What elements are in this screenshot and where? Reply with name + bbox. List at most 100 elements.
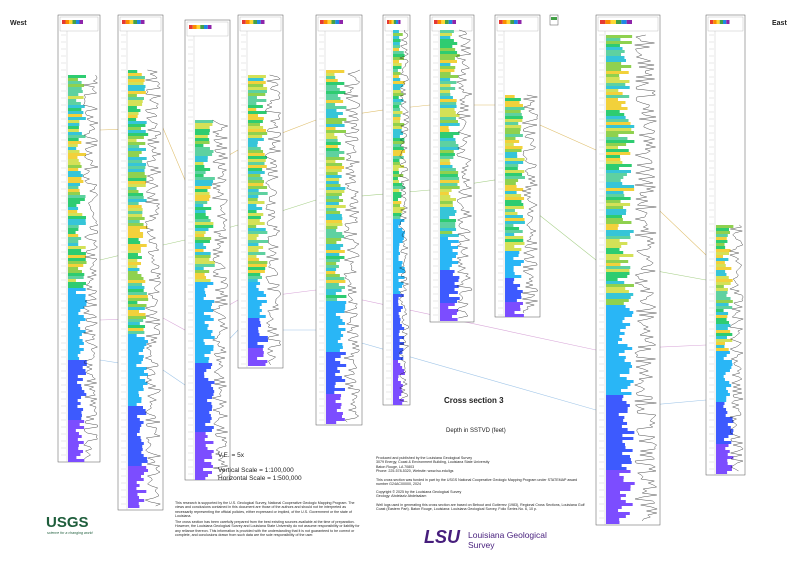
lithology	[68, 294, 86, 297]
lithology	[326, 319, 343, 322]
header-color	[76, 20, 80, 24]
lithology	[68, 87, 82, 90]
lithology	[248, 321, 261, 324]
well-log	[429, 14, 475, 323]
lithology	[128, 124, 146, 127]
lithology	[68, 192, 80, 195]
lithology	[505, 131, 521, 134]
lithology	[393, 201, 402, 204]
lithology	[326, 361, 341, 364]
lithology	[393, 333, 399, 336]
lithology	[68, 228, 79, 231]
lithology	[606, 458, 631, 461]
lithology	[68, 420, 85, 423]
lithology	[505, 206, 524, 209]
lithology	[128, 79, 145, 82]
lithology	[606, 53, 622, 56]
lithology	[505, 155, 518, 158]
lithology	[195, 468, 204, 471]
lithology	[606, 104, 622, 107]
lithology	[393, 219, 405, 222]
lithology	[393, 141, 405, 144]
lithology	[440, 72, 451, 75]
header-color	[445, 20, 449, 24]
lithology	[68, 417, 82, 420]
lithology	[128, 235, 144, 238]
lithology	[248, 219, 260, 222]
header-color	[69, 20, 73, 24]
lithology	[716, 279, 733, 282]
lithology	[68, 453, 81, 456]
lithology	[248, 174, 261, 177]
lithology	[326, 154, 340, 157]
lithology	[128, 376, 140, 379]
lithology	[128, 169, 145, 172]
lithology	[505, 119, 523, 122]
lithology	[68, 354, 78, 357]
lithology	[326, 148, 340, 151]
lithology	[68, 393, 87, 396]
lithology	[195, 402, 212, 405]
lithology	[606, 314, 633, 317]
lithology	[440, 255, 457, 258]
lithology	[68, 171, 81, 174]
lithology	[248, 159, 266, 162]
lithology	[68, 237, 82, 240]
lithology	[716, 366, 732, 369]
lithology	[606, 257, 620, 260]
lithology	[393, 216, 401, 219]
lithology	[195, 153, 213, 156]
lithology	[716, 228, 730, 231]
lithology	[68, 363, 87, 366]
lithology	[505, 101, 520, 104]
lithology	[606, 491, 621, 494]
lithology	[68, 330, 86, 333]
lithology	[606, 413, 619, 416]
lithology	[393, 273, 399, 276]
header-color	[320, 20, 324, 24]
lithology	[393, 186, 405, 189]
lithology	[505, 260, 524, 263]
lithology	[606, 317, 625, 320]
lithology	[505, 296, 522, 299]
header-color	[339, 20, 343, 24]
lithology	[326, 175, 342, 178]
lithology	[248, 216, 261, 219]
lithology	[195, 360, 209, 363]
lithology	[393, 285, 403, 288]
lithology	[128, 487, 137, 490]
lithology	[606, 170, 632, 173]
lithology	[195, 285, 208, 288]
copyright-line: Copyright © 2025 by the Louisiana Geolog…	[376, 490, 462, 494]
header-color	[713, 20, 717, 24]
lithology	[606, 386, 628, 389]
lithology	[195, 453, 212, 456]
header-color	[389, 20, 392, 24]
lithology	[195, 252, 211, 255]
east-label: East	[772, 20, 787, 27]
lithology	[128, 346, 145, 349]
lithology	[393, 69, 398, 72]
lithology	[505, 116, 523, 119]
lithology	[716, 294, 727, 297]
lithology	[326, 82, 345, 85]
lithology	[393, 294, 404, 297]
lithology	[128, 466, 147, 469]
lithology	[326, 379, 346, 382]
lithology	[606, 275, 628, 278]
lithology	[440, 249, 453, 252]
lithology	[248, 114, 259, 117]
lithology	[393, 99, 404, 102]
lithology	[248, 99, 267, 102]
lithology	[393, 177, 398, 180]
well-log	[494, 14, 541, 318]
lithology	[440, 162, 451, 165]
lithology	[440, 111, 456, 114]
lithology	[606, 224, 619, 227]
lithology	[606, 161, 623, 164]
lithology	[195, 342, 205, 345]
lithology	[505, 281, 514, 284]
lithology	[716, 420, 734, 423]
lithology	[248, 138, 264, 141]
lithology	[128, 418, 140, 421]
